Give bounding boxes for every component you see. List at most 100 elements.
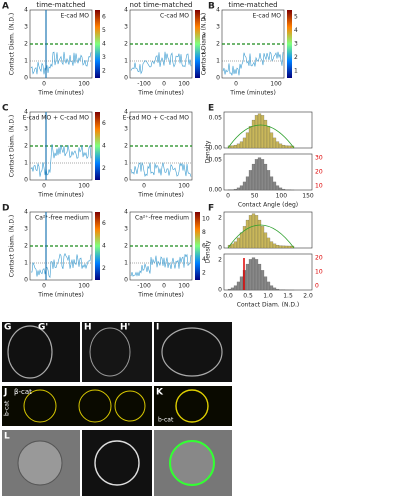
hist-bar: [273, 244, 276, 248]
hist-bar: [243, 138, 246, 148]
hist-bar: [240, 186, 243, 190]
hist-bar: [276, 289, 279, 290]
x-tick-label: 1.0: [263, 293, 273, 300]
plot-annotation: E-cad MO: [60, 13, 89, 20]
y-tick-label: 0: [216, 75, 220, 82]
y-tick-label: 2: [124, 143, 128, 150]
hist-bar: [282, 246, 285, 248]
hist-bar: [234, 242, 237, 248]
y-tick-label: 3: [124, 24, 128, 31]
hist-bar: [270, 286, 273, 290]
colorbar: [195, 212, 200, 280]
panel-label: D: [2, 204, 9, 214]
x-axis-label: Time (minutes): [37, 192, 84, 199]
x-tick-label: 0: [162, 283, 166, 290]
hist-bar: [279, 144, 282, 148]
hist-bar: [279, 188, 282, 190]
x-tick-label: 0: [42, 183, 46, 190]
hist-bar: [252, 214, 255, 248]
hist-bar: [255, 159, 258, 190]
y-axis-label: Contact Diam. (N.D.): [9, 215, 16, 277]
colorbar-tick-label: 4: [102, 41, 106, 48]
y-tick-label: 4: [24, 209, 28, 216]
x-axis-label: Time (minutes): [37, 292, 84, 299]
x-tick-label: 0: [142, 183, 146, 190]
micrograph-label: I: [156, 323, 159, 333]
hist-bar: [249, 170, 252, 190]
x-axis-label: Time (minutes): [137, 292, 184, 299]
x-axis-label: Contact Diam. (N.D.): [237, 302, 299, 309]
x-tick-label: 150: [302, 193, 314, 200]
colorbar-tick-label: 2: [102, 68, 106, 75]
hist-bar: [258, 158, 261, 190]
colorbar-tick-label: 2: [102, 265, 106, 272]
y-tick-label: 0: [124, 177, 128, 184]
cell: [18, 441, 62, 485]
right-tick-label: 20: [315, 169, 323, 176]
x-axis-label: Time (minutes): [37, 90, 84, 97]
hist-bar: [270, 177, 273, 190]
y-tick-label: 2: [218, 257, 222, 264]
hist-bar: [231, 146, 234, 148]
y-tick-label: 1: [24, 260, 28, 267]
colorbar-tick-label: 6: [102, 120, 106, 127]
colorbar-tick-label: 3: [102, 54, 106, 61]
micrograph-label: H': [120, 323, 130, 333]
y-tick-label: 4: [124, 7, 128, 14]
y-tick-label: 1: [24, 58, 28, 65]
y-tick-label: 0: [24, 177, 28, 184]
colorbar: [95, 10, 100, 78]
hist-bar: [282, 189, 285, 190]
plot-annotation: E-cad MO + C-cad MO: [123, 115, 190, 122]
panel-i: [154, 322, 232, 382]
colorbar: [95, 112, 100, 180]
hist-bar: [267, 238, 270, 248]
micrograph-label: L: [4, 432, 10, 442]
plot-title: not time-matched: [130, 1, 193, 9]
hist-bar: [276, 186, 279, 190]
colorbar-tick-label: 8: [202, 229, 206, 236]
y-tick-label: 0: [124, 277, 128, 284]
x-tick-label: 0.0: [223, 293, 233, 300]
hist-bar: [252, 120, 255, 148]
y-tick-label: 4: [24, 109, 28, 116]
hist-bar: [276, 142, 279, 148]
x-tick-label: 100: [178, 283, 190, 290]
colorbar-tick-label: 2: [102, 165, 106, 172]
colorbar-tick-label: 10: [202, 215, 210, 222]
hist-bar: [237, 282, 240, 290]
colorbar-tick-label: 2: [202, 270, 206, 277]
hist-bar: [249, 215, 252, 248]
x-tick-label: 100: [178, 183, 190, 190]
micrograph-label: J: [3, 388, 7, 398]
x-tick-label: 0: [42, 283, 46, 290]
hist-bar: [267, 170, 270, 190]
x-tick-label: 0.5: [243, 293, 253, 300]
micrograph-label: K: [156, 388, 164, 398]
plot-annotation: E-cad MO + C-cad MO: [23, 115, 90, 122]
hist-bar: [228, 289, 231, 290]
hist-bar: [243, 182, 246, 190]
colorbar-tick-label: 1: [294, 68, 298, 75]
y-tick-label: 2: [24, 143, 28, 150]
x-tick-label: 0: [162, 81, 166, 88]
panel-l2: [82, 430, 152, 496]
hist-bar: [273, 288, 276, 290]
y-axis-label: Contact Diam. (N.D.): [9, 115, 16, 177]
hist-bar: [273, 138, 276, 148]
hist-bar: [258, 220, 261, 248]
y-tick-label: 3: [24, 226, 28, 233]
hist-bar: [252, 258, 255, 290]
colorbar: [195, 10, 200, 78]
x-tick-label: 0: [42, 81, 46, 88]
plot-title: time-matched: [228, 1, 277, 9]
hist-bar: [231, 288, 234, 290]
panel-label: F: [208, 204, 214, 214]
hist-bar: [237, 144, 240, 148]
colorbar-tick-label: 4: [102, 243, 106, 250]
y-axis-label: Density: [205, 140, 212, 163]
hist-bar: [285, 246, 288, 248]
y-tick-label: 2: [218, 215, 222, 222]
hist-bar: [264, 120, 267, 148]
hist-bar: [261, 159, 264, 190]
